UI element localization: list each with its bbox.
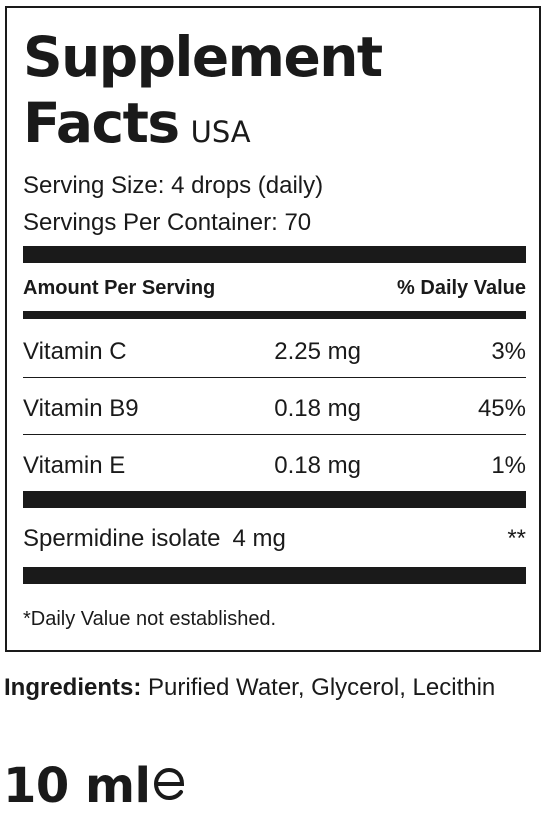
country-label: USA [190, 115, 251, 149]
thick-divider-middle [23, 491, 526, 508]
ingredients-statement: Ingredients: Purified Water, Glycerol, L… [4, 672, 534, 704]
volume-text: 10 ml [3, 758, 151, 814]
nutrient-amount: 0.18 mg [274, 452, 361, 479]
title-supplement: Supplement [23, 25, 383, 89]
nutrient-daily-value: 3% [491, 338, 526, 365]
nutrient-daily-value: 45% [477, 395, 526, 422]
supplement-facts-panel: Supplement Facts USA Serving Size: 4 drop… [5, 6, 541, 652]
net-volume: 10 ml [3, 762, 186, 810]
ingredients-label: Ingredients: [4, 674, 142, 701]
header-amount-per-serving: Amount Per Serving [23, 277, 216, 299]
nutrient-name: Vitamin E [23, 452, 126, 479]
title-facts: Facts [23, 91, 180, 155]
medium-divider [23, 311, 526, 319]
nutrient-amount: 0.18 mg [274, 395, 361, 422]
special-ingredient-amount: 4 mg [232, 525, 286, 552]
ingredients-list: Purified Water, Glycerol, Lecithin [141, 674, 496, 701]
footnote: *Daily Value not established. [23, 608, 277, 630]
thick-divider-bottom [23, 567, 526, 584]
column-header-row: Amount Per Serving % Daily Value [23, 278, 526, 298]
nutrient-daily-value: 1% [491, 452, 526, 479]
servings-per-container: Servings Per Container: 70 [23, 209, 312, 236]
nutrient-amount: 2.25 mg [274, 338, 361, 365]
nutrient-name: Vitamin B9 [23, 395, 139, 422]
thin-divider [23, 377, 526, 378]
special-ingredient-line: Spermidine isolate 4 mg [23, 527, 286, 551]
thick-divider-top [23, 246, 526, 263]
thin-divider [23, 434, 526, 435]
estimated-sign-icon [152, 762, 186, 810]
serving-size: Serving Size: 4 drops (daily) [23, 172, 324, 199]
special-ingredient-daily-value: ** [507, 525, 526, 552]
title-facts-line: Facts USA [23, 96, 251, 151]
special-ingredient-name: Spermidine isolate [23, 525, 221, 552]
nutrient-name: Vitamin C [23, 338, 127, 365]
header-daily-value: % Daily Value [397, 277, 526, 299]
